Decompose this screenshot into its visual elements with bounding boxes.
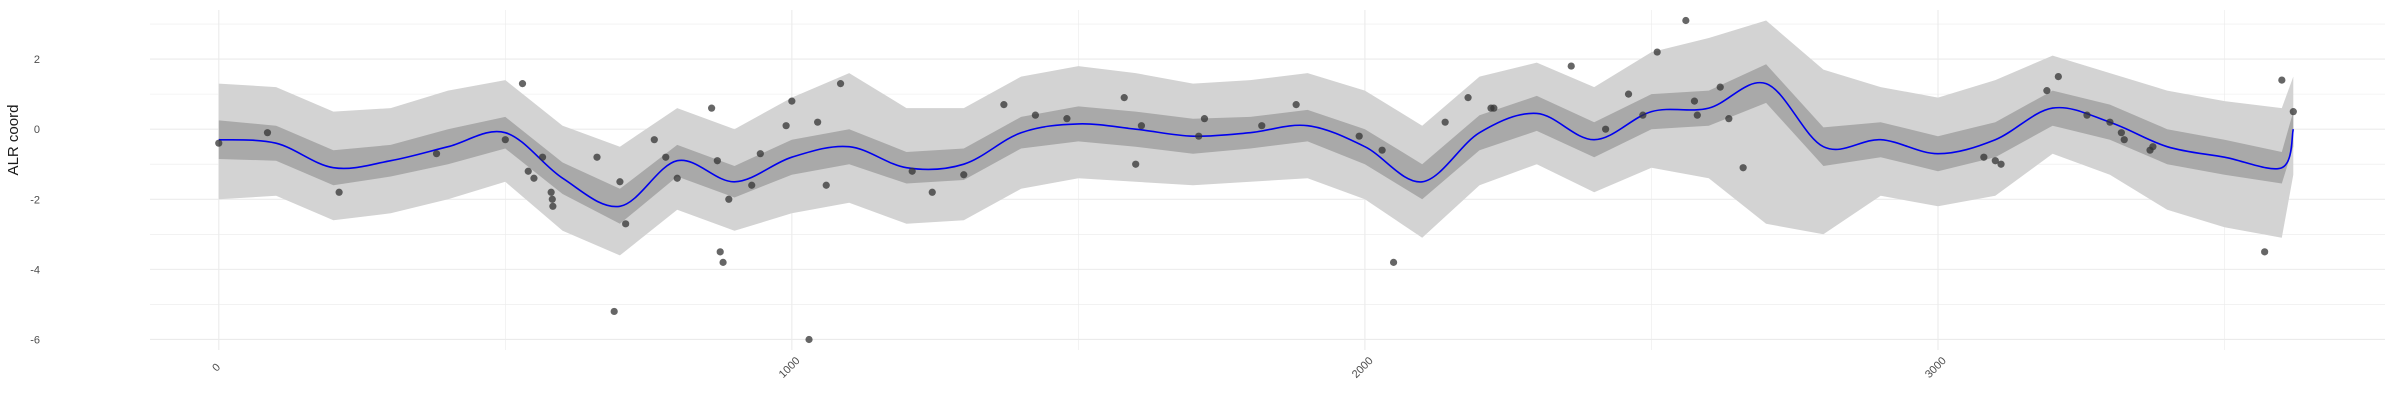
data-point [782,122,790,130]
confidence-bands [218,20,2294,256]
data-point [2106,118,2114,126]
data-point [2261,248,2269,256]
data-point [2117,129,2125,137]
x-tick-label: 3000 [1923,355,1949,381]
x-tick-label: 0 [210,361,223,374]
data-point [1690,97,1699,105]
data-point [836,80,845,88]
data-point [2289,108,2297,116]
data-point [1682,16,1690,25]
data-point [2120,136,2128,144]
inner-band [218,64,2294,224]
data-point [1693,111,1701,119]
data-point [2054,72,2062,81]
data-point [1195,132,1203,140]
x-axis-ticks: 0 1000 2000 3000 [210,355,1949,381]
data-point [610,307,618,316]
data-point [1639,111,1647,119]
data-point [1490,104,1498,112]
data-point [908,167,916,175]
data-point [1991,157,1999,165]
data-point [622,220,630,228]
data-point [1441,118,1449,126]
data-point [547,188,555,196]
data-point [538,153,547,161]
data-point [716,248,724,256]
data-point [814,118,822,126]
data-point [2278,76,2286,84]
data-point [756,150,764,158]
data-point [1292,101,1300,109]
mean-line [218,81,2295,208]
y-tick-label: 2 [34,54,40,66]
data-point [518,80,527,88]
data-point [432,150,441,158]
data-point [725,195,733,203]
data-point [928,188,936,196]
data-point [822,181,830,189]
data-point [662,153,670,161]
data-point [501,136,509,144]
data-point [1997,160,2005,168]
data-point [1716,83,1724,91]
data-point [524,167,532,175]
data-point [1725,115,1733,123]
data-point [1031,111,1040,119]
data-point [1137,122,1146,130]
data-point [673,174,681,182]
data-point [549,202,557,210]
data-point [215,139,223,147]
x-tick-label: 2000 [1350,355,1376,381]
data-point [593,153,601,161]
data-point [530,174,538,182]
data-point [1258,122,1266,130]
observation-points [215,16,2297,344]
data-point [708,104,716,112]
mean-line-group [218,81,2295,208]
data-point [1200,115,1209,123]
data-point [616,178,624,186]
data-point [1389,258,1398,266]
y-tick-label: 0 [34,124,40,136]
data-point [748,181,756,189]
data-point [335,188,343,196]
y-tick-label: -4 [30,264,40,276]
data-point [1120,94,1128,102]
y-axis-title: ALR coord [5,105,22,176]
x-tick-label: 1000 [777,355,803,381]
y-tick-label: -2 [30,194,40,206]
data-point [719,258,727,266]
data-point [2083,111,2091,119]
data-point [1464,94,1472,102]
data-point [1653,48,1661,56]
y-tick-label: -6 [30,334,40,346]
data-point [548,195,556,203]
data-point [1132,160,1140,168]
data-point [788,97,796,105]
data-point [1739,164,1747,172]
data-point [1000,101,1008,109]
data-point [1355,132,1363,140]
data-point [960,171,968,179]
data-point [1624,90,1633,98]
data-point [1063,115,1071,123]
data-point [1378,146,1386,154]
y-axis-ticks: -6 -4 -2 0 2 [30,54,40,346]
data-point [263,129,272,137]
data-point [805,335,813,344]
data-point [1980,153,1988,161]
data-point [1567,62,1575,70]
data-point [713,157,721,165]
data-point [1602,125,1610,133]
data-point [650,136,658,144]
data-point [2149,143,2157,151]
data-point [2043,87,2051,95]
